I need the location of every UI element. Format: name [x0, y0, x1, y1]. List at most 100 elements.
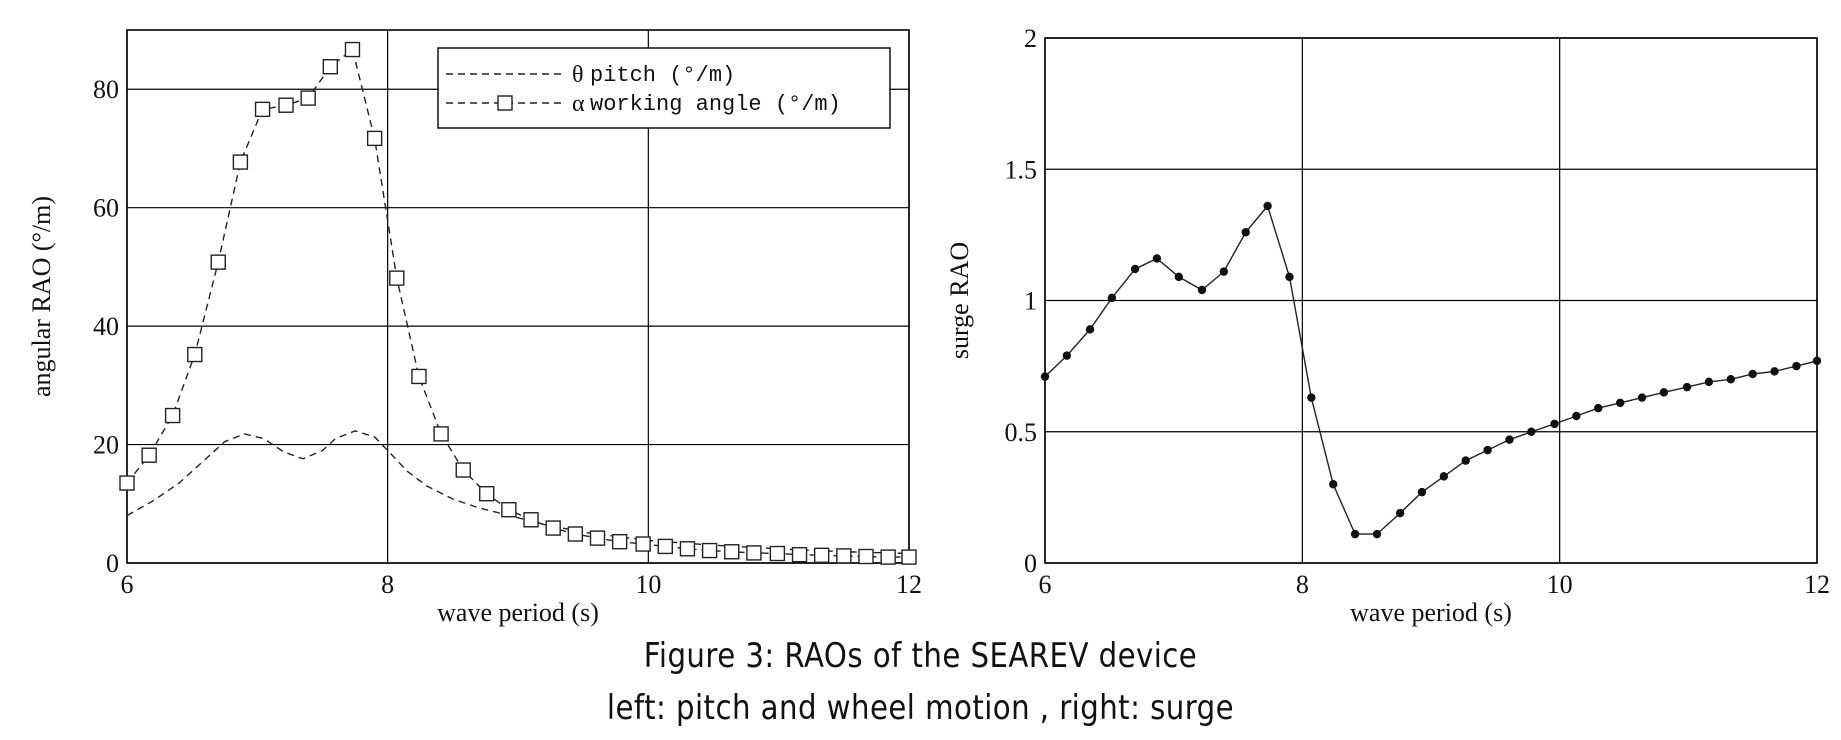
data-point [501, 502, 517, 518]
data-point [1527, 427, 1536, 436]
data-point [1285, 272, 1294, 282]
legend-label: pitch (°/m) [590, 63, 735, 88]
data-point [1174, 272, 1184, 282]
data-point [1461, 456, 1470, 465]
x-tick-label: 10 [635, 570, 661, 599]
y-tick-label: 1.5 [1005, 155, 1038, 184]
data-point [1197, 285, 1207, 295]
data-point [1704, 377, 1714, 387]
legend-box [437, 47, 891, 129]
data-point [1483, 445, 1492, 455]
data-point [1726, 375, 1735, 384]
x-tick-label: 6 [1039, 570, 1052, 599]
x-tick-label: 8 [381, 570, 394, 599]
data-point [701, 542, 718, 559]
y-tick-label: 2 [1024, 24, 1037, 53]
x-tick-label: 10 [1547, 570, 1573, 599]
data-point [1130, 264, 1140, 274]
x-tick-label: 12 [896, 570, 922, 599]
data-point [545, 520, 561, 536]
left-chart: 6 8 10 12 0 20 40 60 80 wave period (s) angular RA… [27, 29, 922, 627]
data-point [813, 547, 830, 564]
data-point [769, 545, 786, 562]
x-tick-label: 8 [1296, 570, 1309, 599]
data-point [1682, 382, 1692, 392]
data-point [746, 545, 762, 561]
legend-symbol: θ [572, 62, 584, 88]
data-point [1395, 508, 1405, 518]
y-tick-label: 80 [93, 75, 119, 104]
data-point [254, 101, 271, 118]
x-axis-label: wave period (s) [1350, 598, 1512, 627]
data-point [1329, 480, 1338, 489]
data-point [1107, 293, 1117, 303]
data-point [1637, 393, 1647, 402]
data-point [300, 90, 316, 106]
y-tick-label: 1 [1024, 287, 1037, 316]
data-point [1748, 369, 1757, 379]
data-point [1550, 419, 1559, 429]
data-point [164, 407, 181, 424]
data-point [1263, 201, 1272, 211]
data-point [1615, 398, 1625, 408]
data-point [1152, 254, 1162, 263]
legend: θ pitch (°/m)α working angle (°/m) [437, 47, 891, 129]
y-tick-label: 40 [93, 312, 119, 341]
data-point [523, 512, 539, 528]
data-point [724, 544, 740, 560]
x-tick-label: 12 [1804, 570, 1830, 599]
data-point [901, 549, 917, 565]
plot-frame [126, 29, 910, 564]
data-point [1372, 529, 1382, 539]
legend-label: working angle (°/m) [590, 92, 841, 117]
data-point [1040, 372, 1050, 381]
data-point [858, 548, 874, 565]
data-point [1062, 351, 1072, 360]
y-axis-label: angular RAO (°/m) [27, 196, 56, 397]
right-chart: 6 8 10 12 0 0.5 1 1.5 2 wave period (s) surge RAO [945, 24, 1830, 627]
data-point [322, 59, 339, 75]
data-point [141, 447, 157, 463]
x-axis-label: wave period (s) [437, 598, 599, 627]
data-point [657, 538, 673, 555]
data-point [836, 548, 852, 564]
data-point [1792, 361, 1801, 371]
data-point [1085, 325, 1095, 334]
y-tick-label: 60 [93, 194, 119, 223]
data-point [1572, 411, 1581, 421]
data-point [389, 270, 405, 286]
data-point [366, 130, 383, 147]
legend-marker [497, 95, 513, 111]
data-point [187, 346, 203, 363]
data-point [1307, 393, 1316, 402]
y-tick-label: 0 [1024, 549, 1037, 578]
series-line-pitch [126, 430, 910, 555]
data-point [210, 254, 226, 270]
data-point [1219, 267, 1229, 276]
plot-frame [1044, 37, 1818, 564]
data-point [411, 368, 427, 385]
data-point [679, 541, 696, 557]
data-point [119, 475, 135, 491]
data-point [1350, 529, 1360, 539]
data-point [589, 530, 606, 546]
data-point [1594, 403, 1603, 413]
caption-title: Figure 3: RAOs of the SEAREV device [643, 636, 1198, 676]
caption-subtitle: left: pitch and wheel motion , right: su… [606, 688, 1235, 728]
y-tick-label: 0 [106, 549, 119, 578]
data-point [635, 536, 651, 552]
data-point [1241, 228, 1250, 237]
data-point [455, 462, 471, 478]
data-point [1439, 472, 1449, 481]
data-point [1505, 435, 1514, 444]
data-point [791, 547, 808, 563]
data-point [567, 526, 584, 542]
series-line-surge [1044, 204, 1818, 535]
data-point [344, 41, 361, 58]
y-tick-label: 20 [93, 431, 119, 460]
data-point [278, 97, 294, 113]
data-point [880, 549, 896, 565]
legend-symbol: α [572, 91, 585, 117]
data-point [433, 426, 449, 442]
data-point [1770, 367, 1779, 376]
